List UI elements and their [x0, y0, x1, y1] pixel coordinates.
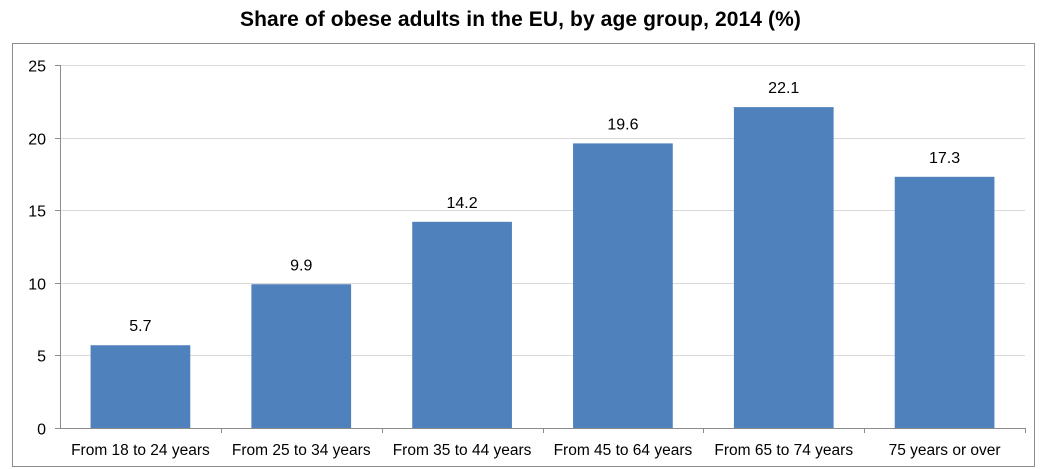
data-label-5: 22.1	[768, 80, 799, 97]
x-tick-label-2: From 25 to 34 years	[232, 442, 371, 459]
x-tick-label-1: From 18 to 24 years	[71, 442, 210, 459]
bar-1	[90, 345, 191, 428]
y-tick-label-25: 25	[28, 59, 46, 76]
chart-title: Share of obese adults in the EU, by age …	[240, 8, 801, 31]
data-label-2: 9.9	[290, 257, 312, 274]
bar-2	[251, 284, 352, 428]
data-label-1: 5.7	[129, 318, 151, 335]
data-label-4: 19.6	[607, 116, 638, 133]
data-label-6: 17.3	[929, 150, 960, 167]
y-tick-label-5: 5	[37, 349, 46, 366]
bar-3	[412, 221, 512, 428]
y-tick-label-0: 0	[37, 422, 46, 439]
bar-4	[573, 143, 673, 428]
data-label-3: 14.2	[447, 195, 478, 212]
y-tick-label-20: 20	[28, 132, 46, 149]
x-tick-label-4: From 45 to 64 years	[554, 442, 693, 459]
bar-5	[733, 107, 834, 428]
y-tick-label-15: 15	[28, 204, 46, 221]
chart-frame	[12, 43, 1035, 467]
x-tick-label-5: From 65 to 74 years	[714, 442, 853, 459]
x-tick-label-3: From 35 to 44 years	[393, 442, 532, 459]
y-tick-label-10: 10	[28, 277, 46, 294]
x-tick-label-6: 75 years or over	[889, 442, 1001, 459]
bar-6	[894, 176, 995, 428]
